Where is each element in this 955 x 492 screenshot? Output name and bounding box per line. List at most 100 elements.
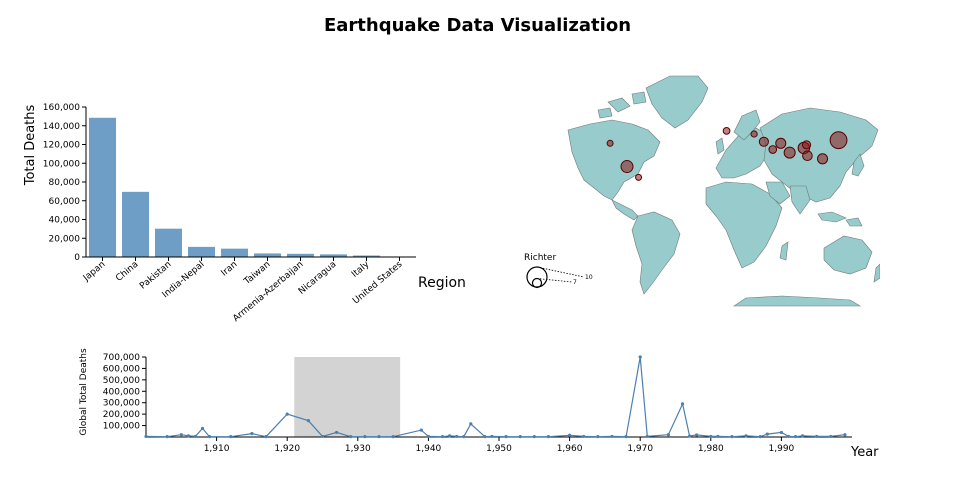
deaths-point xyxy=(546,435,551,439)
timeline-y-tick-label: 500,000 xyxy=(103,376,140,386)
deaths-point xyxy=(786,434,791,439)
deaths-point xyxy=(455,434,459,439)
antarctica-shape xyxy=(733,295,862,307)
arctic-islands-shape xyxy=(597,91,647,119)
timeline-x-axis-label: Year xyxy=(850,445,879,460)
timeline-x-tick-label: 1,960 xyxy=(557,444,583,454)
deaths-point xyxy=(582,434,586,439)
deaths-point xyxy=(335,430,339,435)
deaths-point xyxy=(645,434,649,439)
deaths-point xyxy=(165,435,169,439)
richter-legend-title: Richter xyxy=(524,253,556,263)
earthquake-marker[interactable] xyxy=(817,153,829,165)
bar-x-tick-label: Taiwan xyxy=(242,260,273,288)
bar-x-axis-label: Region xyxy=(418,275,466,291)
timeline-x-tick-label: 1,980 xyxy=(698,444,724,454)
timeline-x-tick-label: 1,990 xyxy=(769,444,795,454)
deaths-point xyxy=(624,435,628,439)
earthquake-marker[interactable] xyxy=(802,150,813,161)
earthquake-marker[interactable] xyxy=(635,173,643,181)
deaths-point xyxy=(193,434,198,439)
earthquake-marker[interactable] xyxy=(620,160,634,174)
bar-nicaragua[interactable] xyxy=(319,254,348,257)
timeline-x-tick-label: 1,930 xyxy=(345,444,371,454)
deaths-point xyxy=(229,435,233,439)
earthquake-marker[interactable] xyxy=(750,130,758,138)
deaths-point xyxy=(532,435,536,439)
madagascar-shape xyxy=(779,241,789,261)
bar-iran[interactable] xyxy=(220,248,249,257)
deaths-point xyxy=(758,435,762,439)
timeline-x-axis: 1,910 1,920 1,930 1,940 1,950 1,960 1,970 1,980… xyxy=(146,436,852,454)
richter-legend-small-leader xyxy=(536,278,573,283)
deaths-point xyxy=(349,435,353,439)
timeline-x-tick-label: 1,920 xyxy=(274,444,300,454)
timeline-y-tick-label: 200,000 xyxy=(103,410,140,420)
bar-japan[interactable] xyxy=(88,117,117,257)
richter-legend-small-circle xyxy=(531,277,543,289)
richter-legend-small-label: 7 xyxy=(573,279,577,286)
richter-legend-large-circle xyxy=(526,266,548,288)
south-america-shape xyxy=(631,211,681,295)
deaths-point xyxy=(596,435,600,439)
deaths-point xyxy=(250,431,254,436)
deaths-point xyxy=(793,435,798,439)
bar-italy[interactable] xyxy=(352,255,381,258)
bar-china[interactable] xyxy=(121,191,150,257)
japan-shape xyxy=(851,153,865,177)
uk-shape xyxy=(715,137,725,155)
bar-armenia-azerbaijan[interactable] xyxy=(286,253,315,257)
earthquake-marker[interactable] xyxy=(775,137,787,149)
deaths-point xyxy=(469,422,473,426)
scandinavia-shape xyxy=(733,109,761,141)
earthquake-markers[interactable] xyxy=(606,127,848,181)
earthquake-marker[interactable] xyxy=(829,131,848,150)
deaths-point xyxy=(843,433,847,437)
earthquake-marker[interactable] xyxy=(606,139,614,147)
page-title: Earthquake Data Visualization xyxy=(323,15,632,36)
richter-legend: Richter 10 7 xyxy=(524,253,593,289)
timeline-y-tick-label: 400,000 xyxy=(103,387,140,397)
year-brush-selection[interactable] xyxy=(294,357,401,437)
bar-x-tick-label: Japan xyxy=(81,260,107,284)
bar-y-tick-label: 0 xyxy=(74,253,80,263)
deaths-point xyxy=(377,435,381,439)
deaths-point xyxy=(829,434,833,439)
deaths-point xyxy=(186,434,190,438)
deaths-by-region-bar-chart: 0 20,000 40,000 60,000 80,000 100,000 120,000 1… xyxy=(23,103,466,324)
bar-y-tick-label: 140,000 xyxy=(43,122,80,132)
deaths-point xyxy=(483,435,487,439)
landmass-group xyxy=(567,75,880,307)
deaths-point xyxy=(688,434,692,438)
deaths-point xyxy=(462,435,466,439)
timeline-x-tick-label: 1,910 xyxy=(204,444,230,454)
deaths-point xyxy=(391,435,395,439)
earthquake-marker[interactable] xyxy=(801,140,812,150)
indonesia-shape xyxy=(817,211,863,227)
world-map[interactable]: Richter 10 7 xyxy=(520,70,880,310)
bar-marks[interactable] xyxy=(88,117,414,258)
india-shape xyxy=(789,185,811,215)
earthquake-marker[interactable] xyxy=(722,127,731,135)
bar-pakistan[interactable] xyxy=(154,228,183,257)
greenland-shape xyxy=(645,75,709,129)
arabia-shape xyxy=(765,181,791,205)
earthquake-marker[interactable] xyxy=(758,136,769,147)
deaths-point xyxy=(518,435,522,439)
earthquake-marker[interactable] xyxy=(768,145,778,154)
bar-y-tick-label: 40,000 xyxy=(49,216,81,226)
deaths-point xyxy=(179,433,183,437)
timeline-x-tick-label: 1,950 xyxy=(486,444,512,454)
timeline-y-axis-label: Global Total Deaths xyxy=(79,348,89,436)
bar-y-tick-label: 80,000 xyxy=(49,178,81,188)
bar-y-tick-label: 160,000 xyxy=(43,103,80,113)
bar-india-nepal[interactable] xyxy=(187,246,216,257)
timeline-y-tick-label: 100,000 xyxy=(103,422,140,432)
bar-taiwan[interactable] xyxy=(253,253,282,257)
earthquake-marker[interactable] xyxy=(783,146,796,159)
deaths-point xyxy=(264,435,268,439)
deaths-point xyxy=(504,435,508,439)
